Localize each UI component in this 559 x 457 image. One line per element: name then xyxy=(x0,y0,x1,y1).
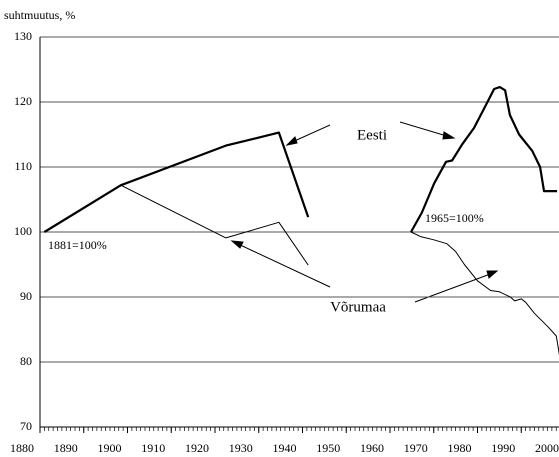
y-tick-label: 100 xyxy=(14,224,32,238)
y-axis-label: suhtmuutus, % xyxy=(4,8,75,22)
x-tick-label: 1960 xyxy=(360,441,384,455)
arrow-head xyxy=(285,136,298,146)
arrow xyxy=(235,242,331,288)
x-tick-label: 1940 xyxy=(273,441,297,455)
y-tick-label: 130 xyxy=(14,29,32,43)
x-tick-label: 1890 xyxy=(54,441,78,455)
x-tick-label: 1970 xyxy=(404,441,428,455)
arrow xyxy=(399,121,451,138)
x-tick-label: 2000 xyxy=(535,441,559,455)
arrow xyxy=(414,272,494,303)
x-tick-label: 1910 xyxy=(141,441,165,455)
x-tick-label: 1950 xyxy=(316,441,340,455)
arrow-head xyxy=(486,270,499,279)
y-tick-label: 80 xyxy=(20,354,32,368)
x-tick-label: 1920 xyxy=(185,441,209,455)
annotation: 1965=100% xyxy=(425,211,484,225)
y-tick-label: 70 xyxy=(20,419,32,433)
annotation: 1881=100% xyxy=(48,238,107,252)
arrow-head xyxy=(442,131,456,140)
y-tick-label: 120 xyxy=(14,94,32,108)
x-tick-label: 1930 xyxy=(229,441,253,455)
y-tick-label: 110 xyxy=(14,159,32,173)
arrow xyxy=(289,124,331,144)
x-tick-label: 1990 xyxy=(491,441,515,455)
arrow-head xyxy=(230,240,244,249)
x-tick-label: 1900 xyxy=(98,441,122,455)
line-series xyxy=(44,184,559,356)
annotation: Eesti xyxy=(357,127,387,143)
x-tick-label: 1880 xyxy=(10,441,34,455)
annotation: Võrumaa xyxy=(330,299,386,315)
y-tick-label: 90 xyxy=(20,289,32,303)
x-tick-label: 1980 xyxy=(448,441,472,455)
